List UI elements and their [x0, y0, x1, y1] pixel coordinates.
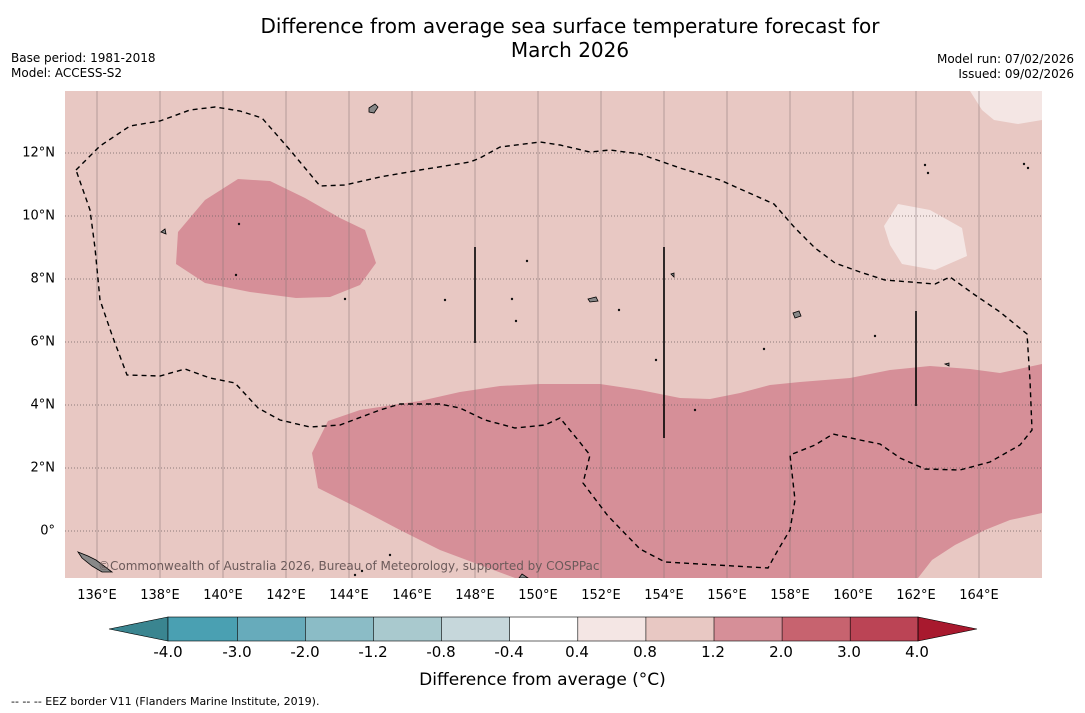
- colorbar-bin: [850, 617, 918, 641]
- meta-left: Base period: 1981-2018 Model: ACCESS-S2: [11, 51, 156, 80]
- title-line-2: March 2026: [510, 38, 630, 62]
- colorbar-tick: 1.2: [701, 643, 725, 661]
- colorbar-tick: 0.4: [565, 643, 589, 661]
- colorbar-tick: 0.8: [633, 643, 657, 661]
- footnote: -- -- -- EEZ border V11 (Flanders Marine…: [11, 695, 320, 708]
- lat-label: 12°N: [22, 145, 55, 161]
- latitude-gridlines: [65, 152, 1042, 532]
- meta-right: Model run: 07/02/2026 Issued: 09/02/2026: [937, 52, 1074, 81]
- anomaly-zone-0.4-0.8-east: [884, 204, 967, 270]
- lon-label: 148°E: [455, 588, 495, 603]
- lat-label: 0°: [40, 523, 55, 539]
- colorbar-bin: [373, 617, 442, 641]
- colorbar-under-arrow: [108, 616, 169, 642]
- colorbar-tick: 3.0: [837, 643, 861, 661]
- model-run: Model run: 07/02/2026: [936, 52, 1074, 66]
- lon-label: 142°E: [266, 588, 306, 603]
- colorbar-bin: [577, 617, 646, 641]
- lat-label: 8°N: [30, 271, 56, 287]
- islands: [76, 103, 1030, 578]
- boundary-segments: [474, 247, 917, 438]
- lon-label: 162°E: [896, 588, 936, 603]
- lon-label: 154°E: [644, 588, 684, 603]
- lon-label: 150°E: [518, 588, 558, 603]
- anomaly-zone-0.4-0.8-northeast: [970, 91, 1042, 124]
- title-line-1: Difference from average sea surface temp…: [260, 14, 880, 38]
- lon-label: 144°E: [329, 588, 369, 603]
- lon-label: 158°E: [770, 588, 810, 603]
- anomaly-zone-1.2-2.0-south: [312, 364, 1042, 578]
- model-name: Model: ACCESS-S2: [11, 65, 123, 80]
- colorbar-tick: -3.0: [222, 643, 252, 661]
- colorbar-tick: 4.0: [905, 643, 929, 661]
- colorbar-tick: -0.8: [426, 643, 456, 661]
- colorbar-bin: [714, 617, 783, 641]
- lat-label: 4°N: [30, 397, 56, 413]
- lon-label: 136°E: [77, 588, 117, 603]
- colorbar-tick: -0.4: [494, 643, 524, 661]
- anomaly-zone-1.2-2.0-northwest: [176, 179, 376, 298]
- lat-label: 6°N: [30, 334, 56, 350]
- colorbar-over-arrow: [917, 616, 978, 642]
- colorbar-tick: -1.2: [358, 643, 388, 661]
- colorbar-bin: [509, 617, 578, 641]
- base-period: Base period: 1981-2018: [11, 51, 156, 65]
- lon-label: 138°E: [140, 588, 180, 603]
- copyright-text: ©Commonwealth of Australia 2026, Bureau …: [98, 559, 600, 573]
- colorbar-label: Difference from average (°C): [419, 670, 666, 690]
- colorbar-tick: -4.0: [153, 643, 183, 661]
- lon-label: 164°E: [959, 588, 999, 603]
- lat-label: 2°N: [30, 460, 56, 476]
- colorbar: [108, 616, 978, 642]
- colorbar-bin: [441, 617, 510, 641]
- longitude-gridlines: [96, 91, 980, 578]
- colorbar-ticks: -4.0 -3.0 -2.0 -1.2 -0.8 -0.4 0.4 0.8 1.…: [0, 643, 1085, 663]
- issued-date: Issued: 09/02/2026: [958, 66, 1074, 81]
- lon-label: 140°E: [203, 588, 243, 603]
- colorbar-bin: [168, 617, 238, 641]
- colorbar-bin: [645, 617, 714, 641]
- colorbar-bin: [237, 617, 306, 641]
- lon-label: 152°E: [581, 588, 621, 603]
- lon-label: 146°E: [392, 588, 432, 603]
- colorbar-bin: [305, 617, 374, 641]
- eez-border: [75, 106, 1033, 569]
- colorbar-bin: [782, 617, 851, 641]
- lat-label: 10°N: [22, 208, 55, 224]
- colorbar-tick: 2.0: [769, 643, 793, 661]
- lon-label: 156°E: [707, 588, 747, 603]
- map-title: Difference from average sea surface temp…: [0, 14, 1085, 62]
- colorbar-tick: -2.0: [290, 643, 320, 661]
- lon-label: 160°E: [833, 588, 873, 603]
